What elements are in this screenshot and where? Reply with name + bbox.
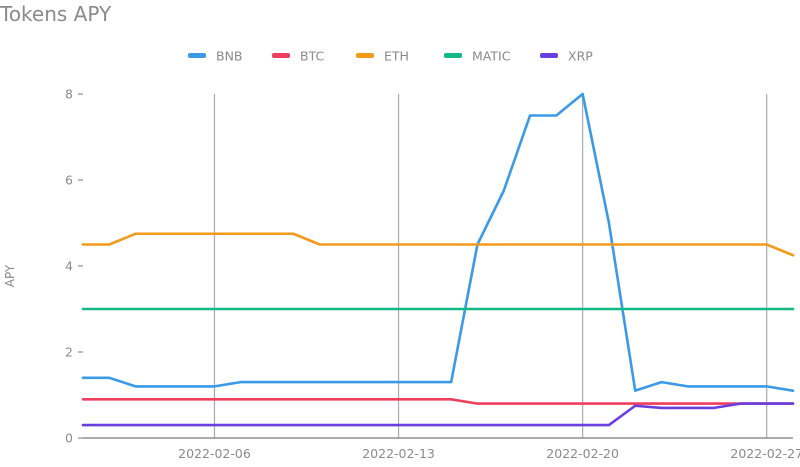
legend-label-bnb: BNB [216, 49, 243, 64]
x-axis: 2022-02-06 2022-02-13 2022-02-20 2022-02-27 [83, 437, 800, 461]
x-tick-label: 2022-02-27 [730, 446, 800, 461]
y-tick-label: 2 [65, 345, 73, 360]
series-layer [81, 92, 795, 427]
series-line-xrp [81, 402, 795, 427]
legend-label-matic: MATIC [472, 49, 511, 64]
series-line-eth [81, 232, 795, 257]
y-axis: 0 2 4 6 8 [65, 87, 83, 446]
legend-swatch-xrp [540, 53, 558, 58]
y-tick-label: 0 [65, 431, 73, 446]
series-line-bnb [81, 92, 795, 393]
x-tick-label: 2022-02-06 [178, 446, 251, 461]
legend-swatch-matic [444, 53, 462, 58]
legend-label-eth: ETH [384, 49, 409, 64]
y-tick-label: 4 [65, 259, 73, 274]
legend-label-btc: BTC [300, 49, 324, 64]
x-tick-label: 2022-02-20 [546, 446, 619, 461]
legend-swatch-eth [356, 53, 374, 58]
chart-title: Tokens APY [0, 2, 112, 26]
series-line-btc [81, 397, 795, 405]
y-axis-label: APY [3, 264, 17, 287]
legend-swatch-btc [272, 53, 290, 58]
legend: BNB BTC ETH MATIC XRP [188, 49, 593, 64]
y-tick-label: 6 [65, 173, 73, 188]
legend-label-xrp: XRP [568, 49, 593, 64]
x-tick-label: 2022-02-13 [362, 446, 435, 461]
grid-layer [213, 94, 768, 438]
legend-swatch-bnb [188, 53, 206, 58]
y-tick-label: 8 [65, 87, 73, 102]
